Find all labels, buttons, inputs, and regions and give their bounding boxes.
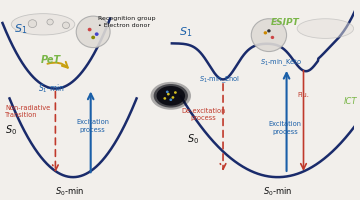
- Circle shape: [251, 19, 287, 52]
- Text: ICT: ICT: [344, 97, 357, 106]
- Circle shape: [167, 93, 170, 95]
- Text: $S_0$-min: $S_0$-min: [55, 186, 84, 198]
- Circle shape: [62, 22, 69, 29]
- Circle shape: [95, 32, 99, 36]
- Ellipse shape: [150, 82, 191, 110]
- Text: $S_1$-min_Keto: $S_1$-min_Keto: [260, 58, 302, 68]
- Circle shape: [28, 20, 37, 28]
- Circle shape: [264, 31, 267, 34]
- Text: $S_1$: $S_1$: [14, 22, 27, 36]
- Circle shape: [171, 96, 174, 99]
- Circle shape: [166, 91, 169, 93]
- Text: $S_1$-min: $S_1$-min: [38, 83, 65, 95]
- Text: $S_1$-min_Enol: $S_1$-min_Enol: [199, 74, 240, 85]
- Text: $S_0$: $S_0$: [5, 124, 17, 137]
- Text: Non-radiative
Transition: Non-radiative Transition: [5, 105, 50, 118]
- Text: Excitation
process: Excitation process: [268, 121, 301, 135]
- Circle shape: [163, 97, 166, 100]
- Text: Flu.: Flu.: [298, 92, 310, 98]
- Circle shape: [271, 36, 274, 39]
- Circle shape: [91, 36, 95, 39]
- Text: $S_0$: $S_0$: [187, 132, 199, 146]
- Ellipse shape: [157, 86, 185, 106]
- Circle shape: [267, 29, 271, 33]
- Text: ESIPT: ESIPT: [271, 18, 300, 27]
- Ellipse shape: [11, 14, 75, 35]
- Circle shape: [47, 19, 53, 25]
- Circle shape: [88, 28, 91, 31]
- Ellipse shape: [297, 19, 354, 38]
- Text: $S_0$-min: $S_0$-min: [263, 186, 292, 198]
- Text: Recognition group
• Electron donor: Recognition group • Electron donor: [98, 16, 155, 28]
- Text: Excitation
process: Excitation process: [76, 119, 109, 133]
- Text: PeT: PeT: [41, 55, 62, 65]
- Circle shape: [76, 16, 110, 48]
- Text: De-excitation
process: De-excitation process: [181, 108, 226, 121]
- Text: $S_1$: $S_1$: [179, 25, 192, 39]
- Circle shape: [170, 98, 172, 101]
- Ellipse shape: [154, 84, 188, 108]
- Circle shape: [174, 91, 177, 94]
